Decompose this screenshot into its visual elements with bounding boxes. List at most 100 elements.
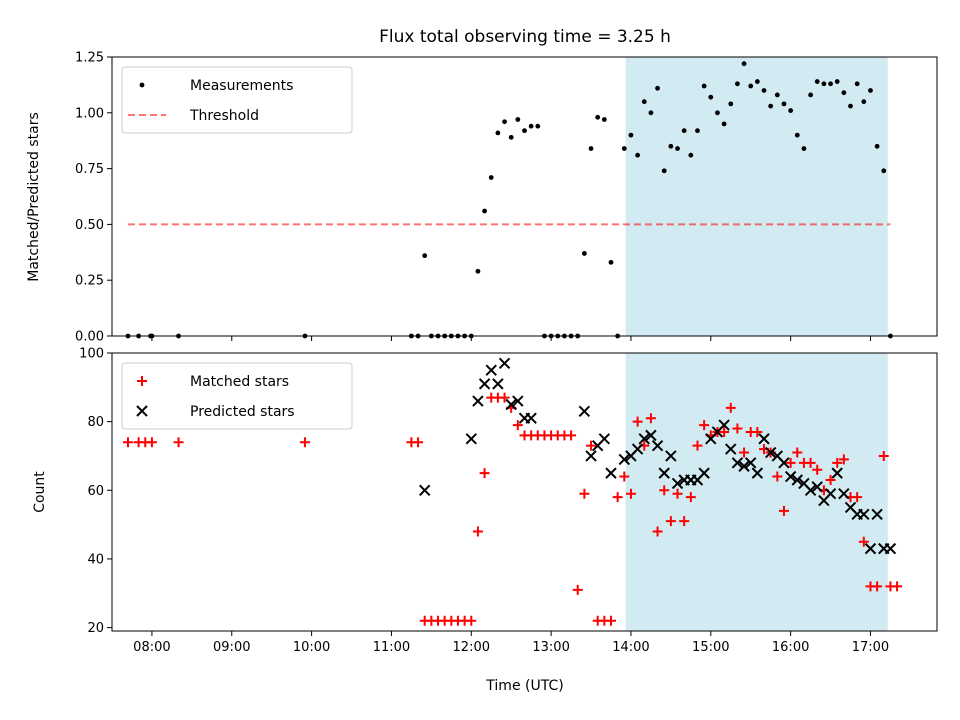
- matched-star-marker: [122, 437, 133, 448]
- measurement-point: [701, 83, 707, 89]
- matched-star-marker: [739, 447, 750, 458]
- predicted-star-marker: [631, 443, 644, 455]
- top-panel-y-axis-label: Matched/Predicted stars: [26, 112, 42, 282]
- matched-star-marker: [146, 437, 157, 448]
- measurement-point: [834, 79, 840, 84]
- predicted-star-marker: [465, 433, 477, 445]
- matched-star-marker: [685, 492, 696, 503]
- matched-star-marker: [825, 474, 836, 485]
- measurement-point: [781, 101, 787, 107]
- predicted-star-marker: [764, 446, 777, 459]
- measurement-point: [681, 128, 687, 134]
- measurement-point: [595, 114, 601, 120]
- measurement-point: [721, 121, 727, 127]
- matched-star-marker: [645, 413, 656, 424]
- measurement-point: [768, 103, 774, 109]
- predicted-star-marker: [871, 508, 883, 521]
- matched-star-marker: [732, 423, 743, 434]
- predicted-star-marker: [638, 433, 650, 445]
- x-tick-label: 12:00: [453, 640, 490, 655]
- measurement-point: [854, 81, 860, 87]
- measurement-point: [735, 81, 740, 87]
- top-panel-y-tick-label: 0.00: [75, 330, 104, 345]
- matched-star-marker: [772, 471, 783, 482]
- measurement-point: [868, 88, 873, 93]
- legend-label: Predicted stars: [190, 404, 295, 420]
- predicted-star-marker: [472, 395, 484, 407]
- top-panel-y-tick-label: 1.25: [75, 51, 104, 66]
- matched-star-marker: [299, 437, 310, 448]
- matched-star-marker: [832, 457, 843, 468]
- matched-star-marker: [838, 454, 849, 465]
- measurement-point: [741, 61, 747, 67]
- matched-star-marker: [612, 492, 623, 503]
- bottom-panel-y-tick-label: 40: [87, 552, 104, 567]
- measurement-point: [761, 88, 767, 93]
- measurement-point: [688, 152, 694, 158]
- matched-star-marker: [619, 471, 630, 482]
- bottom-panel: 20 40 60 80 100 08:00 09:00 10:00 11:00 12:00 13:0…: [79, 347, 938, 655]
- bottom-panel-shaded-span: [625, 353, 888, 631]
- measurement-point: [754, 79, 760, 84]
- measurement-point: [675, 146, 680, 151]
- matched-star-marker: [785, 457, 796, 468]
- predicted-star-marker: [598, 433, 611, 445]
- matched-star-marker: [479, 468, 490, 479]
- legend-measurements-marker: [139, 82, 145, 88]
- predicted-star-marker: [698, 467, 710, 479]
- predicted-star-marker: [884, 542, 897, 555]
- matched-star-marker: [466, 615, 477, 626]
- top-panel-shaded-span: [625, 57, 888, 336]
- matched-star-marker: [665, 516, 676, 527]
- matched-star-marker: [413, 437, 424, 448]
- bottom-panel-legend: Matched stars Predicted stars: [121, 362, 353, 430]
- predicted-star-marker: [804, 484, 817, 496]
- predicted-star-marker: [831, 467, 843, 479]
- measurement-point: [621, 146, 627, 151]
- matched-star-marker: [878, 450, 889, 461]
- matched-star-marker: [719, 426, 730, 437]
- predicted-star-marker: [791, 474, 803, 486]
- x-tick-label: 13:00: [532, 640, 569, 655]
- predicted-star-marker: [725, 443, 737, 455]
- x-tick-label: 08:00: [133, 640, 170, 655]
- plot-layer: 0.00 0.25 0.50 0.75 1.00 1.25 Measurements Thre…: [75, 51, 938, 655]
- measurement-point: [774, 92, 780, 98]
- measurement-point: [635, 152, 641, 158]
- x-tick-label: 14:00: [612, 640, 649, 655]
- measurement-point: [588, 146, 594, 151]
- top-panel: 0.00 0.25 0.50 0.75 1.00 1.25 Measurements Thre…: [75, 51, 938, 345]
- measurement-point: [788, 108, 794, 113]
- predicted-star-marker: [858, 508, 870, 521]
- top-panel-y-tick-label: 1.00: [75, 106, 104, 121]
- predicted-star-marker: [731, 457, 744, 469]
- matched-star-marker: [858, 536, 869, 547]
- x-tick-label: 09:00: [213, 640, 250, 655]
- measurement-point: [821, 81, 827, 87]
- measurement-point: [581, 251, 587, 256]
- predicted-star-marker: [578, 405, 591, 418]
- measurement-point: [522, 128, 527, 134]
- matched-star-marker: [579, 488, 590, 499]
- matched-star-marker: [672, 488, 683, 499]
- bottom-panel-legend-box: [121, 362, 353, 430]
- x-axis-label: Time (UTC): [485, 678, 563, 694]
- measurement-point: [601, 117, 607, 122]
- matched-star-marker: [892, 581, 903, 592]
- matched-star-marker: [472, 526, 483, 537]
- legend-label: Measurements: [190, 78, 293, 94]
- measurement-point: [861, 99, 867, 105]
- matched-star-marker: [679, 516, 690, 527]
- measurement-point: [422, 253, 428, 259]
- matched-star-marker: [173, 437, 184, 448]
- matched-star-marker: [699, 420, 710, 431]
- measurement-point: [874, 143, 880, 149]
- bottom-panel-y-tick-label: 20: [87, 621, 104, 636]
- predicted-star-marker: [778, 457, 790, 469]
- predicted-star-marker: [665, 450, 677, 462]
- measurement-point: [668, 143, 674, 149]
- matched-star-marker: [512, 420, 523, 431]
- predicted-star-marker: [485, 364, 497, 376]
- measurement-point: [495, 130, 501, 136]
- top-panel-legend: Measurements Threshold: [121, 66, 353, 134]
